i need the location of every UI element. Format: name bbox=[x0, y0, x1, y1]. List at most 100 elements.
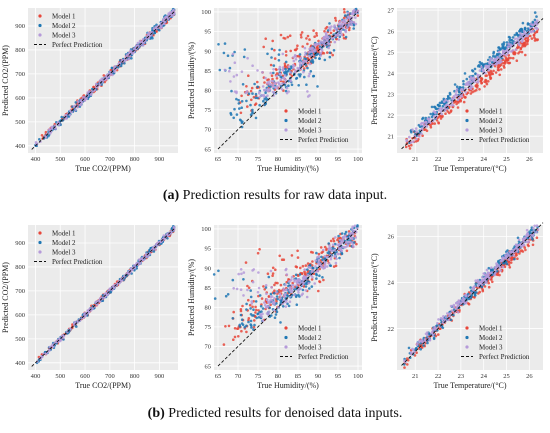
data-point bbox=[267, 310, 271, 314]
data-point bbox=[279, 297, 282, 300]
data-point bbox=[256, 290, 260, 294]
data-point bbox=[531, 20, 535, 24]
data-point bbox=[525, 228, 529, 232]
data-point bbox=[273, 82, 277, 85]
data-point bbox=[94, 82, 98, 86]
data-point bbox=[524, 39, 528, 43]
data-point bbox=[228, 69, 231, 73]
data-point bbox=[303, 57, 306, 60]
data-point bbox=[439, 117, 443, 120]
x-tick-label: 65 bbox=[215, 373, 222, 380]
data-point bbox=[81, 95, 85, 99]
x-tick-label: 400 bbox=[31, 373, 41, 380]
x-tick-label: 25 bbox=[503, 373, 510, 380]
data-point bbox=[127, 57, 131, 61]
data-point bbox=[486, 274, 489, 278]
data-point bbox=[292, 59, 296, 63]
x-tick-label: 21 bbox=[412, 373, 419, 380]
data-point bbox=[269, 292, 273, 296]
data-point bbox=[299, 266, 302, 270]
data-point bbox=[251, 110, 254, 114]
data-point bbox=[284, 54, 288, 57]
data-point bbox=[502, 41, 506, 44]
data-point bbox=[218, 68, 222, 72]
data-point bbox=[495, 263, 499, 267]
chart-b-co2: 400 500 600 700 800 900 400 500 600 700 800 900 True… bbox=[1, 225, 178, 390]
data-point bbox=[531, 234, 535, 238]
data-point bbox=[496, 55, 499, 59]
data-point bbox=[264, 76, 267, 80]
data-point bbox=[244, 91, 248, 95]
data-point bbox=[242, 278, 245, 281]
data-point bbox=[266, 52, 269, 56]
data-point bbox=[243, 325, 246, 329]
data-point bbox=[68, 113, 72, 117]
data-point bbox=[253, 323, 256, 327]
data-point bbox=[172, 11, 176, 14]
y-tick-label: 600 bbox=[15, 95, 25, 102]
data-point bbox=[510, 250, 514, 254]
data-point bbox=[308, 263, 312, 267]
x-tick-label: 22 bbox=[435, 156, 442, 163]
data-point bbox=[421, 116, 425, 120]
data-point bbox=[163, 237, 166, 241]
data-point bbox=[436, 321, 439, 325]
x-tick-label: 24 bbox=[480, 373, 487, 380]
data-point bbox=[73, 320, 77, 324]
data-point bbox=[233, 107, 236, 111]
data-point bbox=[332, 265, 336, 268]
data-point bbox=[283, 62, 287, 65]
data-point bbox=[284, 283, 287, 287]
data-point bbox=[476, 84, 479, 87]
data-point bbox=[273, 48, 276, 52]
data-point bbox=[478, 88, 481, 91]
data-point bbox=[141, 38, 145, 41]
data-point bbox=[306, 66, 309, 70]
data-point bbox=[493, 55, 497, 58]
data-point bbox=[277, 68, 281, 71]
data-point bbox=[521, 238, 525, 242]
data-point bbox=[264, 37, 268, 40]
x-tick-label: 24 bbox=[480, 156, 487, 163]
data-point bbox=[263, 301, 266, 304]
data-point bbox=[316, 85, 319, 88]
data-point bbox=[503, 62, 507, 65]
data-point bbox=[268, 89, 271, 92]
data-point bbox=[322, 260, 326, 263]
data-point bbox=[327, 46, 331, 50]
chart-a-co2: 400 500 600 700 800 900 400 500 600 700 800 900 True… bbox=[1, 7, 178, 173]
data-point bbox=[437, 121, 440, 124]
data-point bbox=[430, 331, 434, 335]
legend-label: Model 3 bbox=[298, 343, 322, 351]
data-point bbox=[297, 293, 300, 297]
data-point bbox=[339, 238, 342, 242]
data-point bbox=[499, 269, 502, 272]
data-point bbox=[291, 66, 295, 70]
data-point bbox=[279, 78, 283, 81]
data-point bbox=[422, 124, 426, 127]
legend-marker bbox=[284, 335, 288, 340]
data-point bbox=[334, 19, 338, 22]
data-point bbox=[317, 255, 321, 258]
data-point bbox=[249, 103, 252, 107]
caption-b-text: Predicted results for denoised data inpu… bbox=[164, 406, 403, 421]
legend-label: Model 1 bbox=[479, 324, 503, 332]
data-point bbox=[516, 37, 519, 40]
data-point bbox=[444, 315, 448, 319]
data-point bbox=[280, 87, 284, 91]
legend-marker bbox=[284, 118, 288, 123]
data-point bbox=[530, 37, 534, 40]
data-point bbox=[481, 69, 485, 72]
data-point bbox=[226, 293, 230, 296]
data-point bbox=[306, 61, 310, 65]
x-axis-label: True Humidity/(%) bbox=[257, 381, 319, 390]
data-point bbox=[284, 300, 288, 304]
data-point bbox=[113, 70, 116, 73]
data-point bbox=[91, 307, 94, 311]
legend-marker bbox=[38, 33, 42, 37]
data-point bbox=[339, 248, 343, 252]
data-point bbox=[456, 98, 460, 102]
data-point bbox=[232, 287, 235, 290]
data-point bbox=[480, 77, 484, 80]
y-axis-label: Predicted Temperature/(°C) bbox=[370, 36, 379, 125]
